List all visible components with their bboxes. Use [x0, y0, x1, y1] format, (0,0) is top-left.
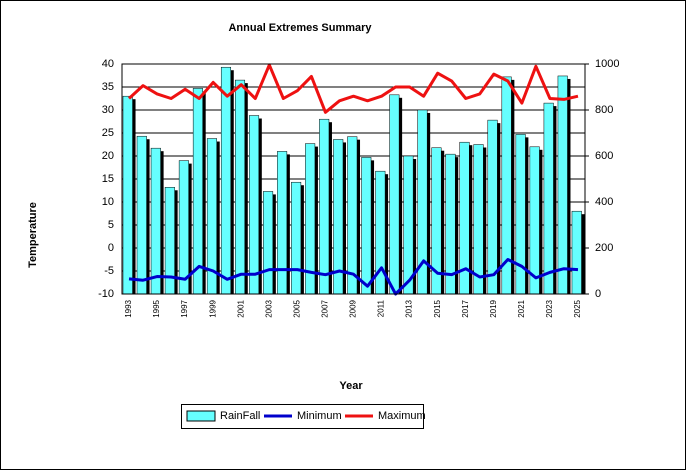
bar: [529, 146, 540, 295]
y-axis-title: Temperature: [27, 202, 39, 268]
bar: [473, 144, 484, 295]
y2-tick-label: 0: [595, 288, 601, 300]
legend: [181, 404, 424, 429]
bar: [291, 181, 302, 295]
y-tick-label: 30: [102, 104, 114, 116]
bar: [319, 118, 330, 295]
bar: [150, 147, 161, 295]
y-tick-label: 35: [102, 81, 114, 93]
y2-tick-label: 200: [595, 242, 613, 254]
x-tick-label: 1997: [180, 299, 189, 317]
x-tick-label: 1995: [152, 299, 161, 317]
x-tick-label: 2011: [377, 299, 386, 317]
bar: [178, 160, 189, 295]
x-tick-label: 2025: [573, 299, 582, 317]
chart-title: Annual Extremes Summary: [228, 22, 372, 34]
bar: [403, 155, 414, 295]
bar: [347, 136, 358, 295]
y-tick-label: 0: [108, 242, 114, 254]
bar: [136, 135, 147, 295]
y-tick-label: -5: [104, 265, 114, 277]
x-tick-label: 2005: [292, 299, 301, 317]
bar: [220, 66, 232, 295]
bar: [234, 79, 246, 295]
x-tick-label: 2023: [545, 299, 554, 317]
bar: [557, 75, 568, 295]
x-tick-label: 2015: [433, 299, 442, 317]
y-tick-label: 15: [102, 173, 114, 185]
bar: [515, 134, 526, 295]
y-tick-label: 40: [102, 58, 114, 70]
y-tick-label: -10: [98, 288, 114, 300]
bar: [361, 157, 372, 295]
bar: [277, 151, 288, 295]
legend-label: RainFall: [220, 410, 260, 422]
y2-tick-label: 800: [595, 104, 613, 116]
x-tick-label: 2001: [236, 299, 245, 317]
y-tick-label: 5: [108, 219, 114, 231]
plot-border: [121, 63, 586, 295]
x-axis-title: Year: [339, 380, 363, 392]
x-tick-label: 2009: [349, 299, 358, 317]
bar: [192, 88, 203, 295]
legend-label: Minimum: [297, 410, 342, 422]
y2-tick-label: 400: [595, 196, 613, 208]
bar: [122, 95, 133, 295]
x-tick-label: 2019: [489, 299, 498, 317]
legend-swatch: [186, 410, 216, 422]
bar: [571, 210, 582, 295]
bar: [487, 119, 498, 295]
x-tick-label: 1999: [208, 299, 217, 317]
x-tick-label: 2007: [321, 299, 330, 317]
y2-tick-label: 1000: [595, 58, 619, 70]
y2-tick-label: 600: [595, 150, 613, 162]
x-tick-label: 1993: [124, 299, 133, 317]
x-tick-label: 2013: [405, 299, 414, 317]
legend-label: Maximum: [378, 410, 426, 422]
y-tick-label: 20: [102, 150, 114, 162]
y-tick-label: 10: [102, 196, 114, 208]
line: [128, 258, 579, 296]
x-tick-label: 2017: [461, 299, 470, 317]
line: [128, 63, 579, 114]
bar: [543, 102, 554, 295]
bar: [249, 115, 260, 295]
x-tick-label: 2021: [517, 299, 526, 317]
x-tick-label: 2003: [264, 299, 273, 317]
y-tick-label: 25: [102, 127, 114, 139]
bar: [389, 94, 400, 295]
bar: [263, 191, 274, 295]
